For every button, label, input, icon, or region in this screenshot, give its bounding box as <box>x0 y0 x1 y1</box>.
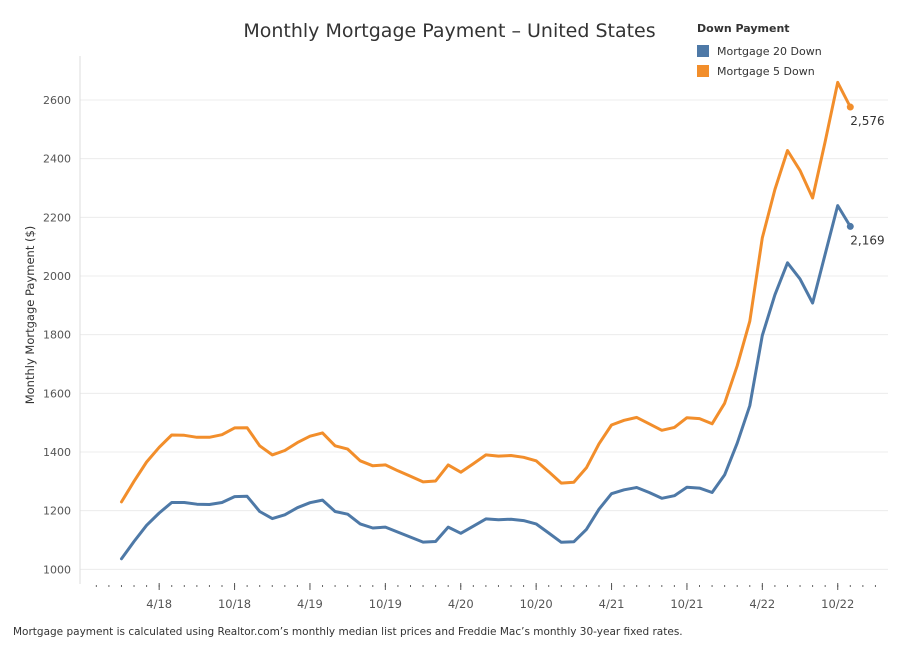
x-tick-label: 4/22 <box>749 597 775 611</box>
end-label-mortgage-20-down: 2,169 <box>850 233 884 247</box>
end-label-mortgage-5-down: 2,576 <box>850 114 884 128</box>
legend-swatch-mortgage-5-down <box>697 65 709 77</box>
chart-title-text: Monthly Mortgage Payment – United States <box>243 20 656 42</box>
end-point-mortgage-5-down <box>846 103 854 111</box>
legend-item-mortgage-20-down[interactable]: Mortgage 20 Down <box>697 41 822 61</box>
x-tick-label: 4/19 <box>297 597 323 611</box>
gridlines <box>80 99 888 570</box>
legend-swatch-mortgage-20-down <box>697 45 709 57</box>
y-tick-label: 1600 <box>43 387 71 400</box>
footnote: Mortgage payment is calculated using Rea… <box>13 626 683 638</box>
y-tick-label: 2600 <box>43 94 71 107</box>
x-tick-label: 4/21 <box>599 597 625 611</box>
x-tick-label: 10/19 <box>369 597 402 611</box>
end-point-mortgage-20-down <box>846 222 854 230</box>
y-tick-label: 1200 <box>43 505 71 518</box>
chart-title: Monthly Mortgage Payment – United States <box>0 20 899 42</box>
y-tick-label: 2000 <box>43 270 71 283</box>
end-labels: 2,169 2,576 <box>850 114 884 247</box>
legend-item-mortgage-5-down[interactable]: Mortgage 5 Down <box>697 61 822 81</box>
y-tick-label: 1400 <box>43 446 71 459</box>
legend-label-mortgage-20-down: Mortgage 20 Down <box>717 44 822 58</box>
axes: 1000 1200 1400 1600 1800 2000 2200 2400 2600 4/18… <box>43 56 876 611</box>
x-tick-label: 4/20 <box>448 597 474 611</box>
y-tick-label: 2200 <box>43 211 71 224</box>
y-axis-label: Monthly Mortgage Payment ($) <box>23 226 37 405</box>
legend: Down Payment Mortgage 20 Down Mortgage 5… <box>697 22 822 81</box>
series-line-mortgage-20-down <box>120 204 852 561</box>
x-tick-label: 10/22 <box>821 597 854 611</box>
legend-title: Down Payment <box>697 22 790 35</box>
series-lines <box>120 80 854 561</box>
x-tick-label: 10/20 <box>520 597 553 611</box>
x-tick-label: 10/18 <box>218 597 251 611</box>
y-tick-label: 1000 <box>43 563 71 576</box>
y-tick-label: 1800 <box>43 329 71 342</box>
legend-label-mortgage-5-down: Mortgage 5 Down <box>717 64 815 78</box>
y-tick-label: 2400 <box>43 153 71 166</box>
x-tick-label: 10/21 <box>670 597 703 611</box>
series-line-mortgage-5-down <box>120 80 852 504</box>
line-chart: 1000 1200 1400 1600 1800 2000 2200 2400 2600 4/18… <box>23 56 888 611</box>
x-tick-label: 4/18 <box>146 597 172 611</box>
